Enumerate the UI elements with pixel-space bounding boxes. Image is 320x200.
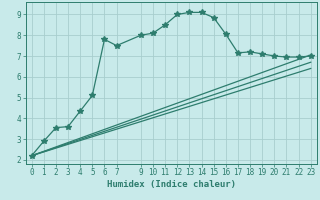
X-axis label: Humidex (Indice chaleur): Humidex (Indice chaleur)	[107, 180, 236, 189]
